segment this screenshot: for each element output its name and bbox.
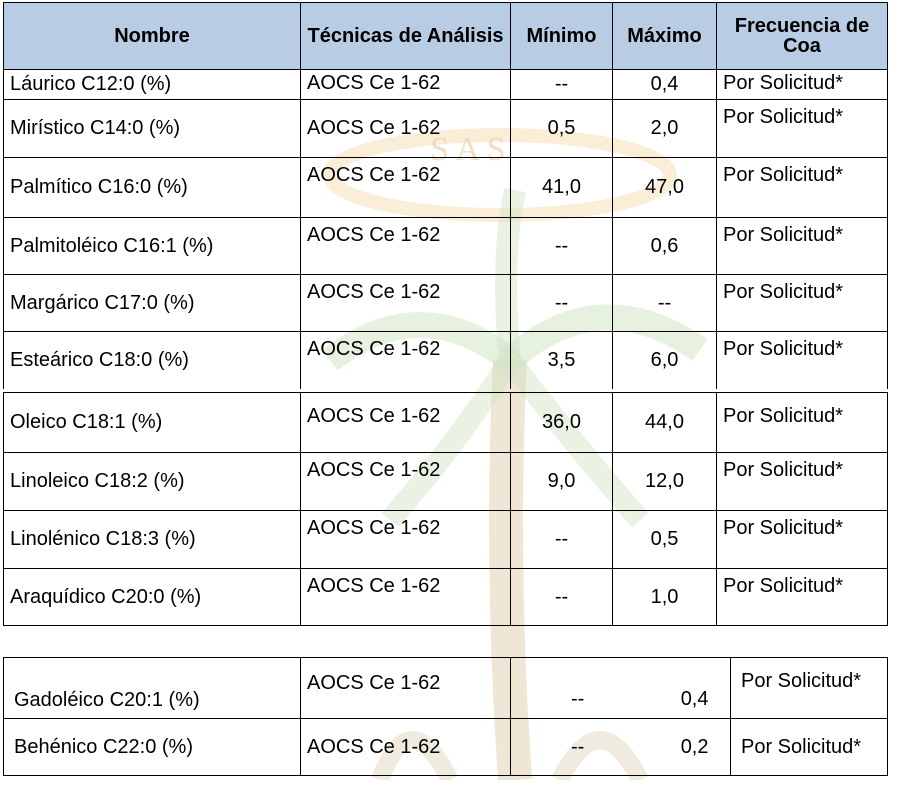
cell-freq: Por Solicitud* <box>716 510 888 569</box>
fatty-acid-table-part-3: Gadoléico C20:1 (%) AOCS Ce 1-62 -- 0,4 … <box>3 657 888 776</box>
cell-name: Gadoléico C20:1 (%) <box>3 657 301 719</box>
cell-name: Linolénico C18:3 (%) <box>3 510 301 569</box>
table-row: Araquídico C20:0 (%) AOCS Ce 1-62 -- 1,0… <box>3 568 888 626</box>
cell-max: 12,0 <box>612 452 717 511</box>
header-name: Nombre <box>3 2 301 70</box>
cell-technique: AOCS Ce 1-62 <box>300 657 511 719</box>
cell-freq: Por Solicitud* <box>716 157 888 218</box>
fatty-acid-table-part-2: Oleico C18:1 (%) AOCS Ce 1-62 36,0 44,0 … <box>3 392 888 626</box>
table-row: Láurico C12:0 (%) AOCS Ce 1-62 -- 0,4 Po… <box>3 69 888 100</box>
cell-freq: Por Solicitud* <box>716 99 888 158</box>
cell-freq: Por Solicitud* <box>716 274 888 332</box>
cell-min: 41,0 <box>510 157 613 218</box>
table-row: Linolénico C18:3 (%) AOCS Ce 1-62 -- 0,5… <box>3 510 888 569</box>
table-row: Palmítico C16:0 (%) AOCS Ce 1-62 41,0 47… <box>3 157 888 218</box>
cell-min: -- <box>571 735 585 758</box>
cell-max: 1,0 <box>612 568 717 626</box>
cell-name: Araquídico C20:0 (%) <box>3 568 301 626</box>
cell-technique: AOCS Ce 1-62 <box>300 217 511 275</box>
cell-min: 9,0 <box>510 452 613 511</box>
cell-freq: Por Solicitud* <box>716 452 888 511</box>
cell-name: Palmitoléico C16:1 (%) <box>3 217 301 275</box>
cell-technique: AOCS Ce 1-62 <box>300 69 511 100</box>
header-max: Máximo <box>612 2 717 70</box>
cell-name: Esteárico C18:0 (%) <box>3 331 301 389</box>
table-row: Margárico C17:0 (%) AOCS Ce 1-62 -- -- P… <box>3 274 888 332</box>
header-technique: Técnicas de Análisis <box>300 2 511 70</box>
cell-technique: AOCS Ce 1-62 <box>300 452 511 511</box>
cell-freq: Por Solicitud* <box>716 392 888 453</box>
cell-min: 36,0 <box>510 392 613 453</box>
cell-min: -- <box>510 217 613 275</box>
cell-freq: Por Solicitud* <box>730 657 888 719</box>
cell-min-max: -- 0,4 <box>510 657 729 719</box>
cell-min: -- <box>571 687 585 710</box>
cell-name: Linoleico C18:2 (%) <box>3 452 301 511</box>
cell-max: 6,0 <box>612 331 717 389</box>
cell-name: Oleico C18:1 (%) <box>3 392 301 453</box>
cell-min: -- <box>510 568 613 626</box>
cell-min-max: -- 0,2 <box>510 718 729 776</box>
cell-freq: Por Solicitud* <box>716 69 888 100</box>
cell-max: 0,2 <box>680 735 709 758</box>
cell-name: Palmítico C16:0 (%) <box>3 157 301 218</box>
cell-freq: Por Solicitud* <box>730 718 888 776</box>
cell-max: 0,6 <box>612 217 717 275</box>
header-freq: Frecuencia de Coa <box>716 2 888 70</box>
cell-technique: AOCS Ce 1-62 <box>300 99 511 158</box>
cell-technique: AOCS Ce 1-62 <box>300 568 511 626</box>
cell-max: 47,0 <box>612 157 717 218</box>
cell-freq: Por Solicitud* <box>716 331 888 389</box>
cell-technique: AOCS Ce 1-62 <box>300 718 511 776</box>
cell-freq: Por Solicitud* <box>716 217 888 275</box>
cell-max: 0,5 <box>612 510 717 569</box>
cell-technique: AOCS Ce 1-62 <box>300 510 511 569</box>
table-row: Oleico C18:1 (%) AOCS Ce 1-62 36,0 44,0 … <box>3 392 888 453</box>
table-row: Palmitoléico C16:1 (%) AOCS Ce 1-62 -- 0… <box>3 217 888 275</box>
cell-name: Mirístico C14:0 (%) <box>3 99 301 158</box>
cell-min: 0,5 <box>510 99 613 158</box>
cell-max: 0,4 <box>680 687 709 710</box>
header-min: Mínimo <box>510 2 613 70</box>
table-row: Gadoléico C20:1 (%) AOCS Ce 1-62 -- 0,4 … <box>3 657 888 719</box>
cell-min: -- <box>510 274 613 332</box>
cell-name: Láurico C12:0 (%) <box>3 69 301 100</box>
table-row: Esteárico C18:0 (%) AOCS Ce 1-62 3,5 6,0… <box>3 331 888 389</box>
cell-min: -- <box>510 510 613 569</box>
cell-name: Behénico C22:0 (%) <box>3 718 301 776</box>
cell-technique: AOCS Ce 1-62 <box>300 331 511 389</box>
cell-max: -- <box>612 274 717 332</box>
cell-max: 0,4 <box>612 69 717 100</box>
cell-min: -- <box>510 69 613 100</box>
table-row: Mirístico C14:0 (%) AOCS Ce 1-62 0,5 2,0… <box>3 99 888 158</box>
cell-freq: Por Solicitud* <box>716 568 888 626</box>
table-row: Linoleico C18:2 (%) AOCS Ce 1-62 9,0 12,… <box>3 452 888 511</box>
table-row: Behénico C22:0 (%) AOCS Ce 1-62 -- 0,2 P… <box>3 718 888 776</box>
cell-technique: AOCS Ce 1-62 <box>300 392 511 453</box>
fatty-acid-table-part-1: Nombre Técnicas de Análisis Mínimo Máxim… <box>3 2 888 389</box>
cell-name: Margárico C17:0 (%) <box>3 274 301 332</box>
cell-min: 3,5 <box>510 331 613 389</box>
cell-max: 2,0 <box>612 99 717 158</box>
cell-technique: AOCS Ce 1-62 <box>300 274 511 332</box>
cell-technique: AOCS Ce 1-62 <box>300 157 511 218</box>
cell-max: 44,0 <box>612 392 717 453</box>
table-header-row: Nombre Técnicas de Análisis Mínimo Máxim… <box>3 2 888 70</box>
